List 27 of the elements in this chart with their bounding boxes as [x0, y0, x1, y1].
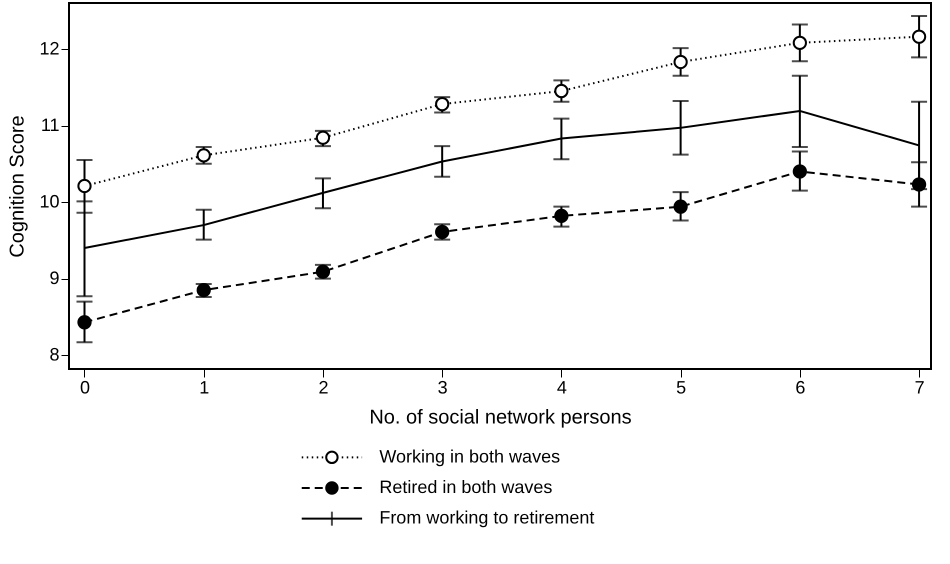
point [792, 36, 807, 50]
x-tick-label: 5 [676, 378, 686, 398]
x-axis-title: No. of social network persons [369, 406, 632, 428]
x-tick-label: 6 [795, 378, 806, 398]
point [674, 54, 688, 70]
x-tick-label: 0 [80, 378, 90, 398]
x-tick-label: 2 [318, 378, 328, 398]
y-tick-label: 10 [39, 192, 60, 212]
y-axis-title: Cognition Score [6, 115, 28, 258]
legend-label: Working in both waves [379, 446, 560, 466]
y-tick-label: 12 [39, 38, 60, 58]
point [77, 315, 92, 330]
y-tick-label: 8 [49, 344, 60, 365]
x-tick-label: 3 [438, 378, 448, 398]
point [792, 164, 807, 179]
point [674, 200, 688, 214]
x-tick-label: 1 [199, 378, 210, 398]
point [77, 178, 92, 194]
x-tick-label: 4 [556, 378, 567, 398]
point [554, 208, 569, 223]
point [554, 84, 569, 98]
x-tick-label: 7 [914, 378, 925, 398]
y-tick-label: 11 [40, 115, 60, 136]
legend-label: Retired in both waves [379, 477, 552, 497]
legend-label: From working to retirement [379, 508, 594, 528]
y-tick-label: 9 [49, 268, 60, 288]
point [912, 30, 926, 44]
